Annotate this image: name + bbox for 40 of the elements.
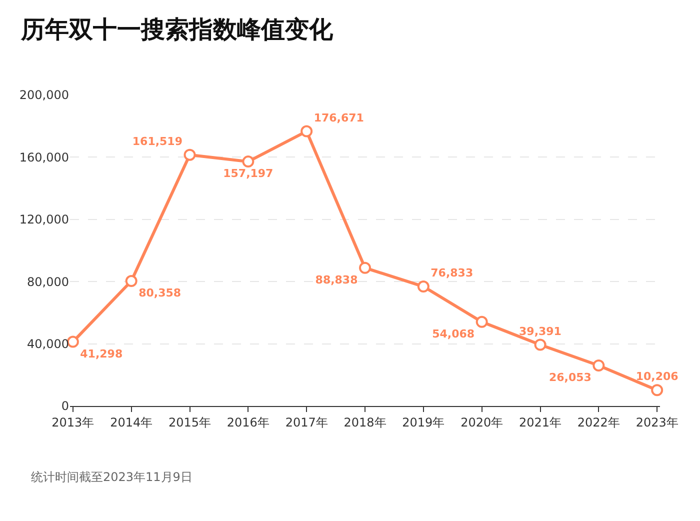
y-tick-label: 160,000 <box>19 150 69 164</box>
point <box>359 262 371 274</box>
text: 176,671 <box>314 111 364 124</box>
text: 80,358 <box>138 286 182 300</box>
point <box>300 125 313 138</box>
text: 161,519 <box>132 134 182 148</box>
x-tick-label: 2017年 <box>285 415 328 430</box>
point <box>592 359 605 372</box>
y-tick-label: 0 <box>61 399 69 414</box>
point <box>242 156 254 168</box>
y-tick-label: 200,000 <box>19 88 69 102</box>
x-tick-label: 2019年 <box>402 415 445 430</box>
text: 54,068 <box>432 327 475 340</box>
text: 41,298 <box>80 347 123 360</box>
point <box>534 338 546 351</box>
x-tick-label: 2022年 <box>577 415 620 430</box>
point <box>184 148 196 161</box>
text: 26,053 <box>548 370 592 384</box>
x-tick-label: 2015年 <box>168 415 212 430</box>
y-tick-label: 120,000 <box>19 212 69 227</box>
x-tick-label: 2018年 <box>344 415 386 430</box>
point <box>125 275 138 288</box>
text: 76,833 <box>430 266 474 280</box>
x-tick-label: 2013年 <box>52 415 94 430</box>
text: 10,206 <box>636 370 678 384</box>
chart-title: 历年双十一搜索指数峰值变化 <box>20 16 334 44</box>
x-tick-label: 2016年 <box>226 415 270 430</box>
point <box>476 316 488 328</box>
text: 统计时间截至2023年11月9日 <box>31 470 192 484</box>
x-tick-label: 2014年 <box>110 415 153 430</box>
x-tick-label: 2021年 <box>518 415 562 430</box>
text: 39,391 <box>519 324 562 338</box>
text: 88,838 <box>315 273 358 286</box>
y-tick-label: 80,000 <box>27 274 69 289</box>
point <box>417 280 430 293</box>
x-tick-label: 2020年 <box>460 415 504 430</box>
point <box>651 384 664 396</box>
text: 157,197 <box>223 167 274 180</box>
x-tick-label: 2023年 <box>636 415 678 430</box>
y-tick-label: 40,000 <box>27 337 69 351</box>
